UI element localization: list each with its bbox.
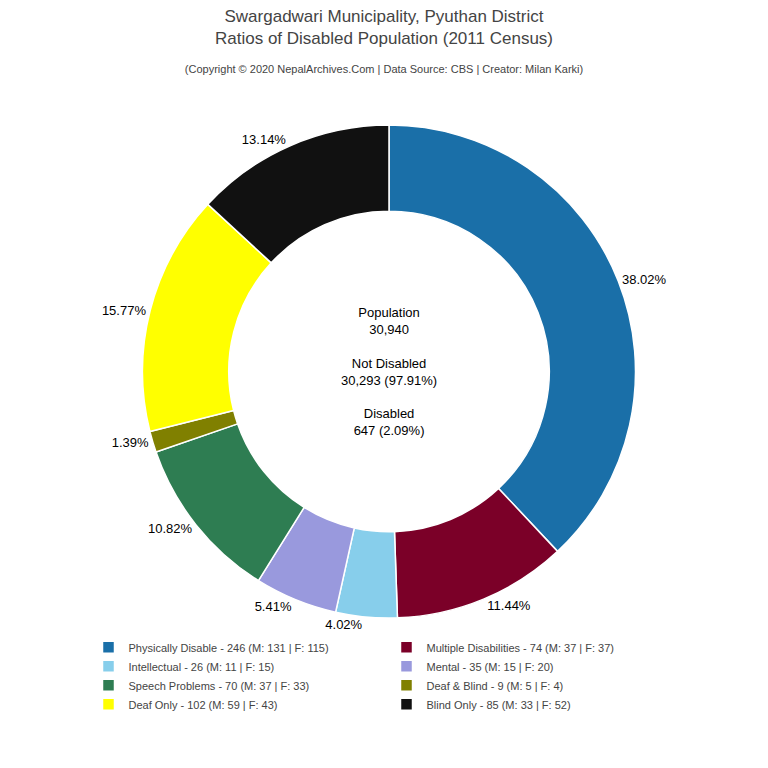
svg-text:Population30,940Not Disabled30: Population30,940Not Disabled30,293 (97.9… [341, 305, 437, 438]
svg-text:Mental - 35 (M: 15 | F: 20): Mental - 35 (M: 15 | F: 20) [427, 661, 554, 673]
svg-text:Swargadwari Municipality, Pyut: Swargadwari Municipality, Pyuthan Distri… [215, 7, 553, 48]
svg-text:13.14%: 13.14% [242, 132, 287, 147]
svg-text:Deaf Only - 102 (M: 59 | F: 43: Deaf Only - 102 (M: 59 | F: 43) [129, 699, 278, 711]
svg-text:Deaf & Blind - 9 (M: 5 | F: 4): Deaf & Blind - 9 (M: 5 | F: 4) [427, 680, 564, 692]
svg-text:(Copyright © 2020 NepalArchive: (Copyright © 2020 NepalArchives.Com | Da… [185, 63, 583, 75]
svg-text:5.41%: 5.41% [255, 599, 292, 614]
svg-text:Speech Problems - 70 (M: 37 |: Speech Problems - 70 (M: 37 | F: 33) [129, 680, 310, 692]
svg-text:Intellectual - 26 (M: 11 | F:: Intellectual - 26 (M: 11 | F: 15) [129, 661, 275, 673]
svg-text:11.44%: 11.44% [487, 598, 531, 613]
svg-text:10.82%: 10.82% [148, 521, 193, 536]
svg-text:Blind Only - 85 (M: 33 | F: 52: Blind Only - 85 (M: 33 | F: 52) [427, 699, 571, 711]
svg-text:15.77%: 15.77% [102, 303, 147, 318]
svg-text:4.02%: 4.02% [325, 617, 362, 632]
svg-text:Physically Disable - 246 (M: 1: Physically Disable - 246 (M: 131 | F: 11… [129, 642, 329, 654]
svg-text:1.39%: 1.39% [112, 435, 149, 450]
svg-text:Multiple Disabilities - 74 (M:: Multiple Disabilities - 74 (M: 37 | F: 3… [427, 642, 614, 654]
svg-text:38.02%: 38.02% [622, 272, 667, 287]
